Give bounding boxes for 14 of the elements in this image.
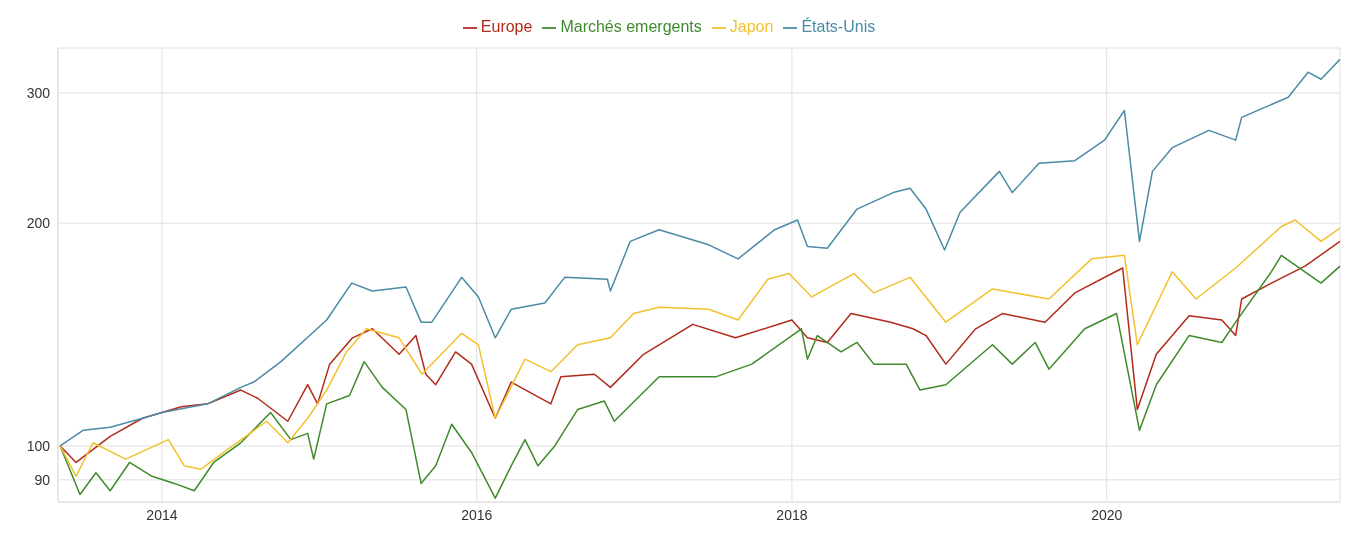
x-tick-label: 2020 bbox=[1091, 506, 1123, 523]
x-tick-label: 2014 bbox=[146, 506, 178, 523]
legend-label: Europe bbox=[480, 18, 533, 35]
x-tick-label: 2018 bbox=[776, 506, 808, 523]
line-series bbox=[59, 254, 1340, 499]
y-tick-label: 300 bbox=[26, 84, 51, 101]
legend-label: Marchés emergents bbox=[560, 18, 702, 35]
legend-label: États-Unis bbox=[801, 18, 876, 35]
y-tick-label: 100 bbox=[26, 437, 51, 454]
y-tick-label: 90 bbox=[34, 471, 51, 488]
line-series bbox=[59, 58, 1340, 447]
legend-label: Japon bbox=[729, 18, 774, 35]
y-tick-label: 200 bbox=[26, 215, 51, 232]
x-tick-label: 2016 bbox=[461, 506, 493, 523]
